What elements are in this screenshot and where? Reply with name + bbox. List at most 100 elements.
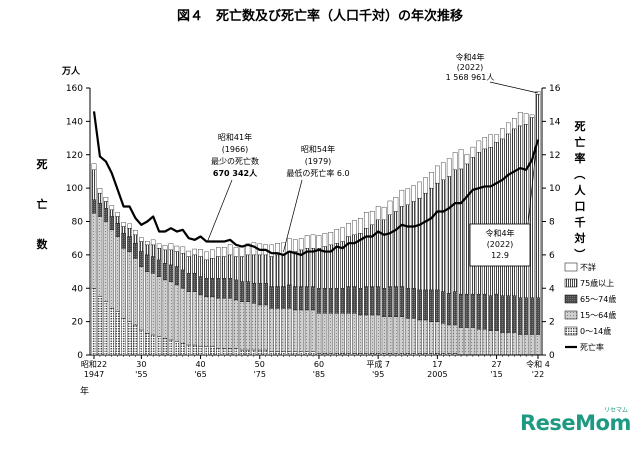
- bar-segment-blank: [233, 247, 239, 257]
- bar-segment-blank: [150, 239, 156, 246]
- bar-segment-lines: [150, 244, 156, 257]
- bar-segment-light: [192, 291, 197, 346]
- bar-segment-blank: [417, 181, 422, 199]
- bar-segment-blank: [298, 238, 304, 251]
- bar-segment-blank: [227, 244, 233, 256]
- x-tick-label-year: '22: [532, 370, 544, 379]
- bar-segment-light: [186, 291, 192, 346]
- bar-segment-lines: [517, 125, 523, 298]
- bar-segment-light: [369, 314, 375, 354]
- bar-segment-dots: [405, 353, 411, 356]
- bar-segment-dark: [482, 293, 488, 330]
- death-rate-line-group: [92, 111, 540, 256]
- bar-segment-dark: [287, 284, 292, 309]
- left-axis-label-char: 数: [37, 237, 49, 251]
- right-axis-label-char: 率: [575, 151, 586, 165]
- right-tick-label: 6: [549, 251, 555, 261]
- bar-segment-blank: [482, 137, 488, 150]
- bar-segment-lines: [221, 256, 227, 279]
- bar-segment-dark: [411, 288, 416, 319]
- bar-segment-dark: [133, 243, 138, 259]
- bar-segment-light: [446, 324, 452, 354]
- bar-segment-dark: [464, 293, 470, 328]
- bar-segment-lines: [506, 133, 511, 296]
- right-axis-label-char: 死: [575, 120, 586, 133]
- annotation-max-rate-box: [469, 223, 531, 267]
- bar-segment-blank: [458, 149, 464, 170]
- bar-segment-lines: [91, 169, 97, 200]
- bar-segment-light: [476, 328, 482, 355]
- bar-segment-dark: [446, 293, 452, 326]
- bar-segment-dots: [115, 311, 120, 356]
- bar-segment-dark: [316, 288, 322, 314]
- bar-segment-blank: [512, 118, 517, 130]
- legend-label: 0～14歳: [580, 326, 611, 336]
- bar-segment-dark: [269, 286, 274, 309]
- annotation-max-rate-line: (2022): [487, 240, 514, 249]
- bar-segment-dots: [174, 341, 180, 356]
- right-axis-label-char: 口: [575, 200, 586, 213]
- bar-segment-dark: [458, 293, 464, 328]
- bar-segment-lines: [399, 206, 405, 287]
- bar-segment-lines: [251, 254, 257, 284]
- bar-segment-blank: [440, 162, 446, 180]
- bar-segment-blank: [423, 177, 428, 194]
- bar-segment-dots: [346, 353, 351, 356]
- right-axis-ticks: 0 2 4 6 8 10 12 14 16: [542, 84, 561, 361]
- bar-segment-dark: [168, 264, 174, 282]
- bar-segment-lines: [405, 204, 411, 289]
- x-tick-label-era: 50: [255, 360, 265, 369]
- bar-segment-dots: [292, 351, 298, 356]
- bar-segment-blank: [121, 222, 126, 227]
- bar-segment-dark: [210, 278, 215, 297]
- left-axis-label: 死亡数: [37, 158, 49, 251]
- bar-segment-dots: [387, 353, 393, 356]
- x-axis-unit: 年: [80, 385, 89, 397]
- bar-segment-blank: [198, 249, 203, 257]
- bar-segment-dots: [310, 351, 316, 356]
- bar-segment-light: [180, 288, 186, 344]
- bar-segment-lines: [174, 251, 180, 267]
- annotation-max-rate-arrow: [527, 141, 538, 225]
- bar-segment-dots: [162, 338, 168, 356]
- bar-segment-light: [156, 276, 162, 337]
- bar-segment-blank: [446, 158, 452, 177]
- bar-segment-dark: [281, 286, 286, 309]
- bar-segment-light: [322, 313, 328, 354]
- bar-segment-dark: [227, 278, 233, 299]
- bar-segment-light: [417, 319, 422, 354]
- bar-segment-dark: [405, 288, 411, 319]
- bar-segment-lines: [162, 249, 168, 264]
- bar-segment-blank: [239, 246, 245, 257]
- left-tick-label: 160: [66, 84, 83, 94]
- bar-segment-lines: [192, 254, 197, 274]
- bar-segment-blank: [523, 113, 529, 125]
- bar-segment-blank: [464, 154, 470, 165]
- bar-segment-dark: [328, 288, 334, 314]
- annotation-min-count-line: 昭和41年: [218, 132, 252, 142]
- bar-segment-dots: [381, 353, 387, 356]
- right-axis-label-char: （: [573, 169, 586, 180]
- bar-segment-lines: [482, 148, 488, 295]
- bar-segment-lines: [186, 256, 192, 274]
- bar-segment-blank: [411, 185, 416, 202]
- bar-segment-dark: [529, 297, 535, 335]
- left-tick-label: 80: [72, 218, 84, 228]
- bar-segment-blank: [162, 245, 168, 251]
- bar-segment-dots: [287, 351, 292, 356]
- left-axis-ticks: 0 20 40 60 80 100 120 140 160: [66, 84, 90, 361]
- bar-segment-blank: [470, 146, 476, 158]
- bar-segment-dark: [417, 289, 422, 321]
- bar-segment-dark: [162, 263, 168, 281]
- bar-segment-light: [103, 221, 109, 302]
- bar-segment-light: [399, 316, 405, 354]
- bar-segment-dark: [115, 222, 120, 237]
- bar-segment-light: [512, 332, 517, 355]
- bar-segment-dark: [512, 295, 517, 333]
- right-tick-label: 8: [549, 218, 555, 228]
- bar-segment-dots: [91, 288, 97, 356]
- bar-segment-dark: [298, 286, 304, 311]
- bar-segment-dark: [198, 276, 203, 296]
- bar-segment-dark: [352, 286, 357, 314]
- bar-segment-dark: [381, 288, 387, 317]
